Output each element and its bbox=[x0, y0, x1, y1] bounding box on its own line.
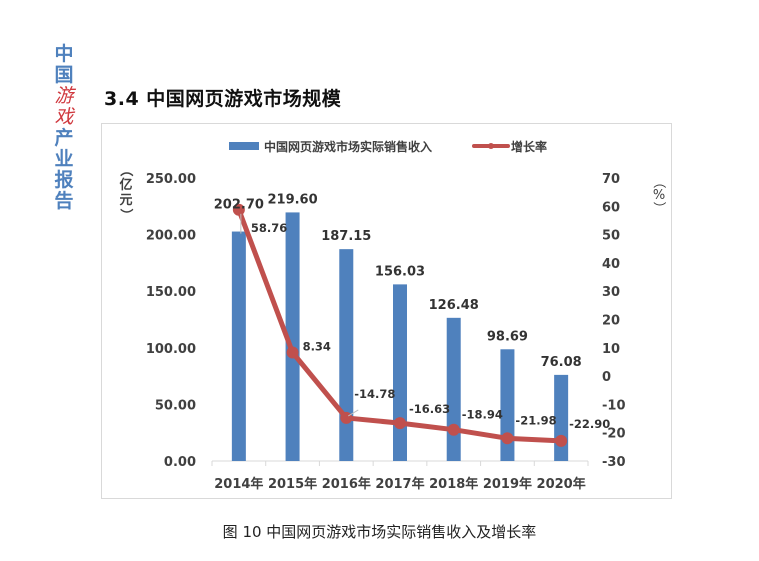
y-axis-left-label: ） bbox=[118, 208, 134, 221]
growth-marker bbox=[286, 346, 299, 359]
legend-bar-swatch bbox=[229, 142, 259, 150]
bar-value-label: 126.48 bbox=[429, 298, 479, 313]
y-axis-left-label: （ bbox=[118, 163, 134, 176]
x-tick-label: 2014年 bbox=[214, 476, 263, 492]
bar bbox=[231, 231, 246, 461]
legend-bar-label: 中国网页游戏市场实际销售收入 bbox=[264, 139, 432, 154]
y-tick-right: -30 bbox=[602, 455, 626, 470]
side-title-char: 戏 bbox=[54, 106, 74, 128]
y-tick-right: 30 bbox=[602, 285, 620, 300]
bar bbox=[285, 212, 300, 461]
data-labels: 202.70 219.60 187.15 156.03 126.48 98.69 76.08… bbox=[214, 192, 611, 430]
y-tick-right: -20 bbox=[602, 427, 626, 442]
y-tick-right: 10 bbox=[602, 342, 620, 357]
growth-value-label: 58.76 bbox=[251, 221, 287, 235]
bar bbox=[500, 349, 515, 461]
bar-value-label: 156.03 bbox=[375, 264, 425, 279]
bar-value-label: 76.08 bbox=[541, 355, 582, 370]
bar bbox=[393, 284, 407, 461]
growth-value-label: -16.63 bbox=[409, 402, 450, 416]
growth-value-label: -18.94 bbox=[462, 408, 503, 422]
bar bbox=[446, 317, 461, 461]
growth-value-label: -14.78 bbox=[354, 387, 395, 401]
side-title-char: 游 bbox=[54, 85, 74, 107]
section-title: 3.4 中国网页游戏市场规模 bbox=[104, 88, 342, 110]
y-tick-left: 250.00 bbox=[146, 172, 196, 187]
growth-marker bbox=[394, 417, 406, 430]
x-tick-label: 2019年 bbox=[483, 476, 532, 492]
y-tick-right: -10 bbox=[602, 398, 626, 413]
y-tick-right: 20 bbox=[602, 314, 620, 329]
bar-value-label: 187.15 bbox=[321, 229, 371, 244]
growth-marker bbox=[447, 423, 460, 436]
chart-legend: 中国网页游戏市场实际销售收入 增长率 bbox=[229, 139, 547, 154]
x-tick-label: 2015年 bbox=[268, 476, 317, 492]
y-tick-right: 60 bbox=[602, 200, 620, 215]
y-axis-right-label: % bbox=[653, 188, 665, 203]
label-leader-line bbox=[348, 409, 359, 417]
growth-value-label: 8.34 bbox=[303, 339, 331, 353]
growth-value-label: -22.90 bbox=[569, 417, 610, 431]
side-title: 中国游戏产业报告 bbox=[52, 44, 76, 212]
x-tick-label: 2018年 bbox=[429, 476, 478, 492]
y-tick-right: 0 bbox=[602, 370, 611, 385]
y-axis-left: 250.00 200.00 150.00 100.00 50.00 0.00 （亿元） bbox=[118, 163, 196, 470]
side-title-char: 业 bbox=[54, 148, 74, 170]
side-title-char: 报 bbox=[54, 169, 74, 191]
y-axis-right-label: （ bbox=[651, 175, 666, 188]
legend-line-marker bbox=[488, 143, 494, 149]
legend-line-label: 增长率 bbox=[511, 139, 547, 154]
y-tick-left: 150.00 bbox=[146, 285, 196, 300]
growth-marker bbox=[555, 434, 568, 447]
side-title-char: 产 bbox=[54, 127, 74, 149]
y-axis-right-label: ） bbox=[651, 201, 666, 214]
line-series bbox=[232, 203, 568, 447]
growth-marker bbox=[340, 411, 353, 424]
bar-value-label: 219.60 bbox=[267, 192, 317, 207]
bar-value-label: 202.70 bbox=[214, 198, 264, 213]
y-tick-left: 50.00 bbox=[155, 398, 196, 413]
y-axis-right: 70 60 50 40 30 20 10 0 -10 -20 -30 （%） bbox=[602, 172, 666, 470]
x-tick-label: 2020年 bbox=[537, 476, 586, 492]
bar bbox=[339, 249, 354, 461]
growth-marker bbox=[232, 203, 245, 216]
x-tick-label: 2017年 bbox=[375, 476, 424, 492]
growth-marker bbox=[501, 432, 514, 445]
x-tick-label: 2016年 bbox=[322, 476, 371, 492]
y-tick-right: 40 bbox=[602, 257, 620, 272]
side-title-char: 告 bbox=[54, 190, 74, 212]
y-tick-left: 200.00 bbox=[146, 229, 196, 244]
x-axis: 2014年 2015年 2016年 2017年 2018年 2019年 2020年 bbox=[211, 460, 589, 492]
growth-value-label: -21.98 bbox=[515, 413, 556, 427]
y-axis-left-label: 亿 bbox=[119, 177, 132, 193]
side-title-char: 中 bbox=[54, 43, 74, 65]
y-tick-right: 70 bbox=[602, 172, 620, 187]
y-axis-left-label: 元 bbox=[119, 193, 132, 208]
chart-frame bbox=[101, 123, 672, 499]
y-tick-left: 100.00 bbox=[146, 342, 196, 357]
side-title-char: 国 bbox=[54, 64, 74, 86]
figure-caption: 图 10 中国网页游戏市场实际销售收入及增长率 bbox=[222, 523, 537, 541]
y-tick-right: 50 bbox=[602, 229, 620, 244]
bar-value-label: 98.69 bbox=[487, 329, 528, 344]
y-tick-left: 0.00 bbox=[164, 455, 196, 470]
